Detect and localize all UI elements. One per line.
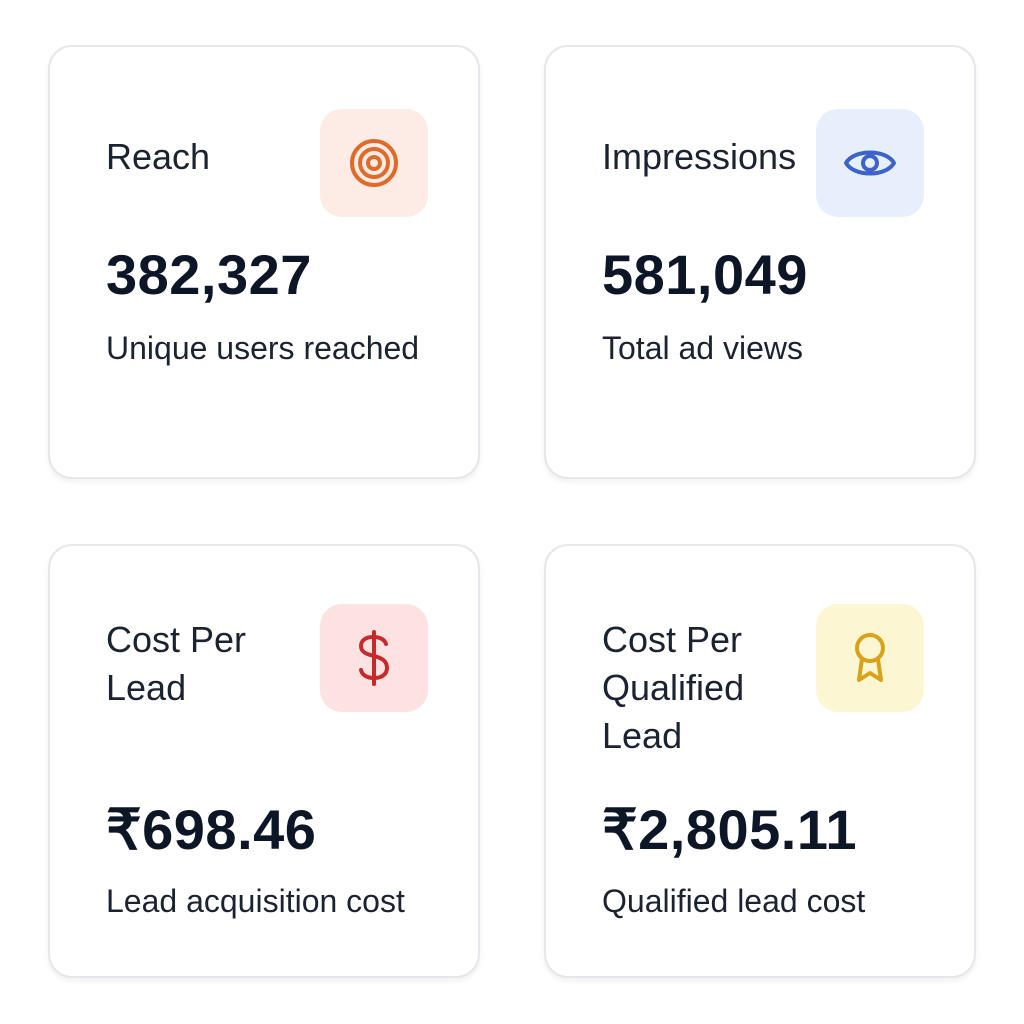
card-title: Cost Per Qualified Lead bbox=[602, 619, 745, 756]
dollar-icon-badge bbox=[320, 604, 428, 712]
dollar-icon bbox=[358, 630, 390, 686]
card-title: Reach bbox=[106, 136, 211, 177]
metric-card-impressions: Impressions 581,049 Total ad views bbox=[544, 45, 976, 479]
metric-description: Total ad views bbox=[602, 330, 803, 366]
award-icon-badge bbox=[816, 604, 924, 712]
eye-icon-badge bbox=[816, 109, 924, 217]
target-icon-badge bbox=[320, 109, 428, 217]
metric-description: Qualified lead cost bbox=[602, 883, 866, 919]
award-icon bbox=[855, 633, 885, 682]
metric-card-cost-per-qualified-lead: Cost Per Qualified Lead ₹2,805.11 Qualif… bbox=[544, 544, 976, 978]
card-title: Cost Per Lead bbox=[106, 619, 247, 708]
target-icon bbox=[350, 139, 398, 187]
metric-card-cost-per-lead: Cost Per Lead ₹698.46 Lead acquisition c… bbox=[48, 544, 480, 978]
metric-value: ₹698.46 bbox=[106, 798, 317, 861]
metric-value: ₹2,805.11 bbox=[602, 798, 858, 861]
metric-description: Unique users reached bbox=[106, 330, 420, 366]
metric-card-reach: Reach 382,327 Unique users reached bbox=[48, 45, 480, 479]
metric-value: 382,327 bbox=[106, 243, 312, 306]
metric-value: 581,049 bbox=[602, 243, 808, 306]
card-title: Impressions bbox=[602, 136, 797, 177]
eye-icon bbox=[844, 150, 896, 176]
metric-description: Lead acquisition cost bbox=[106, 883, 405, 919]
